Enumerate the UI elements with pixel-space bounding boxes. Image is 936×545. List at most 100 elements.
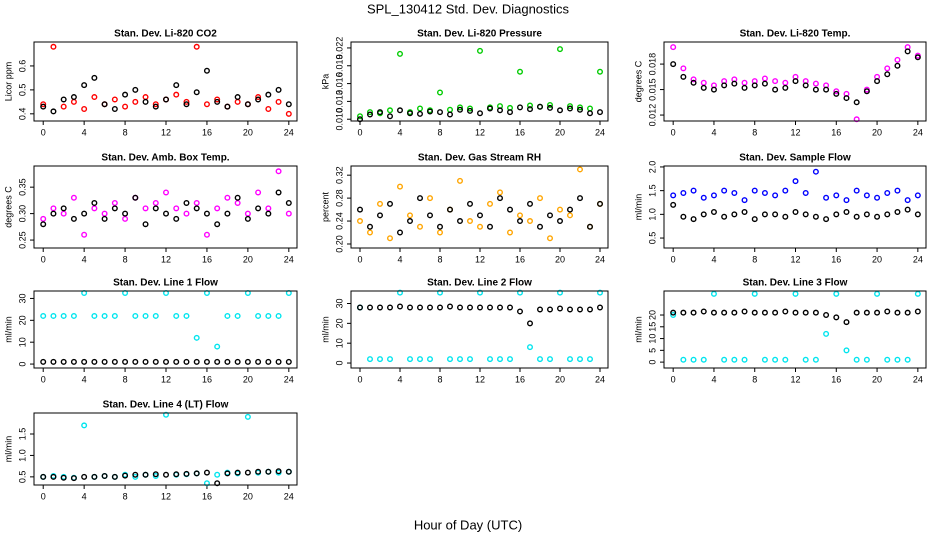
data-point bbox=[132, 471, 139, 478]
data-point bbox=[597, 68, 604, 75]
data-point bbox=[101, 312, 108, 319]
data-point bbox=[467, 105, 474, 112]
data-point bbox=[670, 312, 677, 319]
data-point bbox=[50, 473, 57, 480]
data-point bbox=[894, 309, 901, 316]
y-tick-label: 10 bbox=[334, 338, 344, 348]
data-point bbox=[417, 223, 424, 230]
data-point bbox=[467, 218, 474, 225]
panel-title: Stan. Dev. Sample Flow bbox=[739, 153, 851, 164]
data-point bbox=[517, 104, 524, 111]
y-tick-label: 30 bbox=[17, 293, 27, 303]
x-tick-label: 24 bbox=[913, 254, 923, 264]
data-point bbox=[81, 106, 88, 113]
data-point bbox=[670, 309, 677, 316]
data-point bbox=[477, 212, 484, 219]
data-point bbox=[377, 200, 384, 207]
data-point bbox=[904, 197, 911, 204]
data-point bbox=[700, 84, 707, 91]
x-tick-label: 20 bbox=[555, 374, 565, 384]
data-point bbox=[122, 103, 129, 110]
data-point bbox=[285, 101, 292, 108]
data-point bbox=[802, 82, 809, 89]
y-tick-label: 0.016 bbox=[334, 72, 344, 95]
data-point bbox=[244, 469, 251, 476]
data-point bbox=[91, 94, 98, 101]
x-tick-label: 0 bbox=[41, 374, 46, 384]
data-point bbox=[407, 218, 414, 225]
figure-title: SPL_130412 Std. Dev. Diagnostics bbox=[367, 1, 570, 16]
data-point bbox=[214, 358, 221, 365]
x-tick-label: 8 bbox=[437, 254, 442, 264]
data-point bbox=[275, 312, 282, 319]
data-point bbox=[457, 104, 464, 111]
data-point bbox=[812, 309, 819, 316]
data-point bbox=[142, 205, 149, 212]
data-point bbox=[101, 358, 108, 365]
data-point bbox=[152, 205, 159, 212]
x-tick-label: 24 bbox=[913, 374, 923, 384]
data-point bbox=[437, 89, 444, 96]
y-axis-label: ml/min bbox=[320, 316, 330, 343]
data-point bbox=[477, 47, 484, 54]
x-tick-label: 4 bbox=[711, 254, 716, 264]
data-point bbox=[214, 221, 221, 228]
data-point bbox=[193, 334, 200, 341]
data-point bbox=[407, 304, 414, 311]
panel-title: Stan. Dev. Li-820 Temp. bbox=[740, 29, 851, 40]
data-point bbox=[193, 89, 200, 96]
x-tick-label: 12 bbox=[791, 254, 801, 264]
data-point bbox=[700, 194, 707, 201]
data-point bbox=[70, 475, 77, 482]
data-point bbox=[904, 206, 911, 213]
data-point bbox=[173, 215, 180, 222]
data-point bbox=[782, 187, 789, 194]
data-point bbox=[40, 358, 47, 365]
data-point bbox=[457, 177, 464, 184]
panel: Stan. Dev. Line 4 (LT) Flow 0 4 8 12 16 20 24 0.… bbox=[3, 400, 298, 501]
x-tick-label: 24 bbox=[284, 374, 294, 384]
data-point bbox=[50, 210, 57, 217]
data-point bbox=[265, 468, 272, 475]
data-point bbox=[537, 356, 544, 363]
x-tick-label: 0 bbox=[357, 374, 362, 384]
data-point bbox=[710, 208, 717, 215]
data-point bbox=[690, 216, 697, 223]
data-point bbox=[173, 91, 180, 98]
y-tick-label: 0.4 bbox=[17, 108, 27, 121]
data-point bbox=[904, 48, 911, 55]
data-point bbox=[487, 223, 494, 230]
data-point bbox=[111, 205, 118, 212]
data-point bbox=[377, 356, 384, 363]
data-point bbox=[427, 356, 434, 363]
data-point bbox=[265, 106, 272, 113]
data-point bbox=[285, 468, 292, 475]
panel-title: Stan. Dev. Line 4 (LT) Flow bbox=[103, 400, 229, 411]
data-point bbox=[894, 356, 901, 363]
data-point bbox=[417, 105, 424, 112]
data-point bbox=[244, 413, 251, 420]
data-point bbox=[670, 201, 677, 208]
x-tick-label: 20 bbox=[872, 254, 882, 264]
data-point bbox=[457, 304, 464, 311]
data-point bbox=[833, 88, 840, 95]
data-point bbox=[680, 309, 687, 316]
data-point bbox=[557, 107, 564, 114]
x-tick-label: 20 bbox=[243, 491, 253, 501]
data-point bbox=[275, 358, 282, 365]
data-point bbox=[417, 195, 424, 202]
data-point bbox=[507, 304, 514, 311]
data-point bbox=[427, 195, 434, 202]
data-point bbox=[731, 190, 738, 197]
data-point bbox=[741, 208, 748, 215]
data-point bbox=[904, 309, 911, 316]
data-point bbox=[741, 356, 748, 363]
data-point bbox=[255, 94, 262, 101]
data-point bbox=[670, 61, 677, 68]
data-point bbox=[142, 358, 149, 365]
data-point bbox=[132, 98, 139, 105]
data-point bbox=[224, 312, 231, 319]
x-tick-label: 8 bbox=[123, 254, 128, 264]
data-point bbox=[812, 213, 819, 220]
